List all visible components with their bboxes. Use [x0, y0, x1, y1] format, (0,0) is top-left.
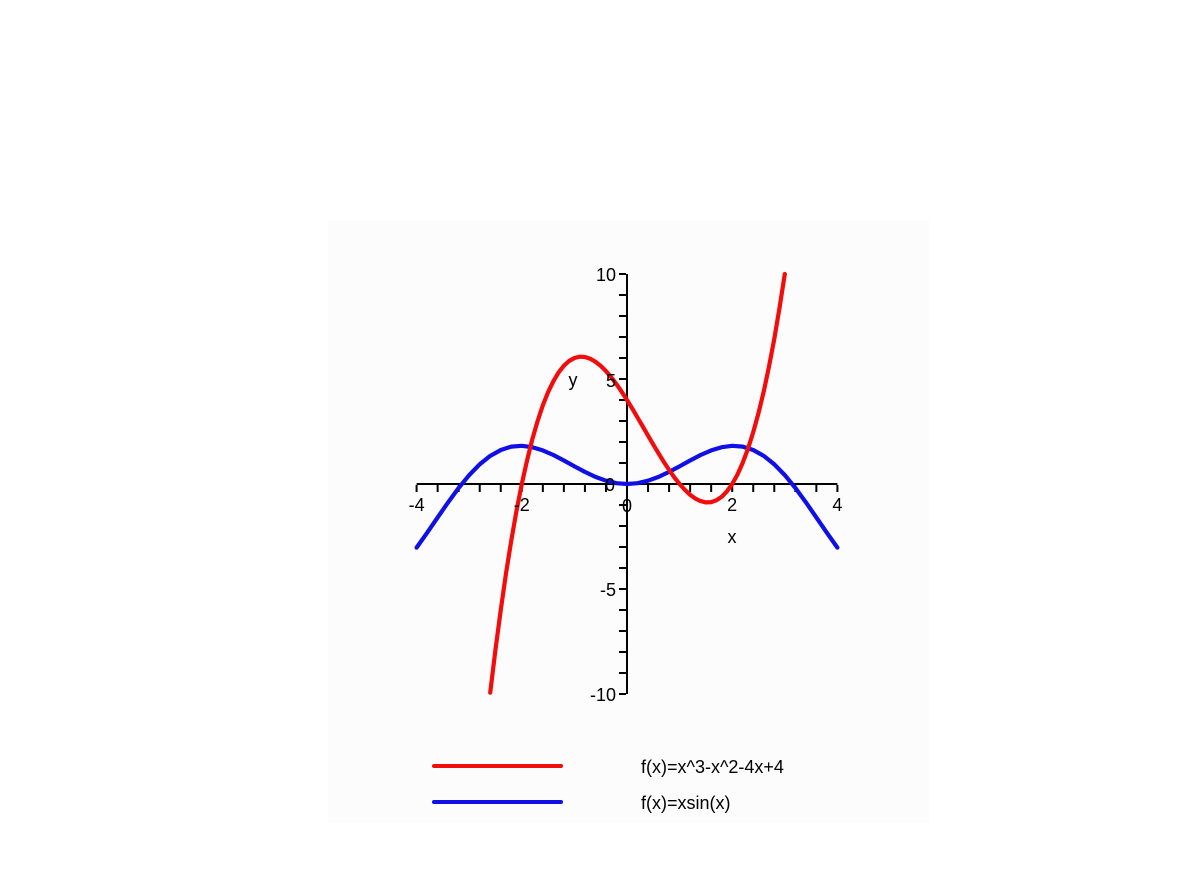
x-tick-label-neg4: -4	[408, 495, 425, 515]
x-tick-label-neg2: -2	[513, 495, 530, 515]
x-axis-label: x	[727, 527, 737, 547]
y-tick-label-10: 10	[595, 265, 616, 285]
y-tick-label-neg5: -5	[599, 580, 616, 600]
y-tick-label-neg10: -10	[589, 685, 616, 705]
y-axis-label: y	[568, 370, 578, 390]
x-tick-label-0: 0	[621, 496, 633, 516]
y-tick-label-0: 0	[604, 475, 615, 495]
legend-line-blue	[432, 800, 563, 804]
plot-panel-background	[328, 220, 929, 822]
legend-label-blue: f(x)=xsin(x)	[641, 793, 731, 813]
x-tick-label-4: 4	[832, 495, 843, 515]
legend-line-red	[432, 764, 563, 768]
x-tick-label-2: 2	[727, 495, 738, 515]
y-tick-label-5: 5	[605, 371, 616, 391]
legend-label-red: f(x)=x^3-x^2-4x+4	[641, 757, 784, 777]
